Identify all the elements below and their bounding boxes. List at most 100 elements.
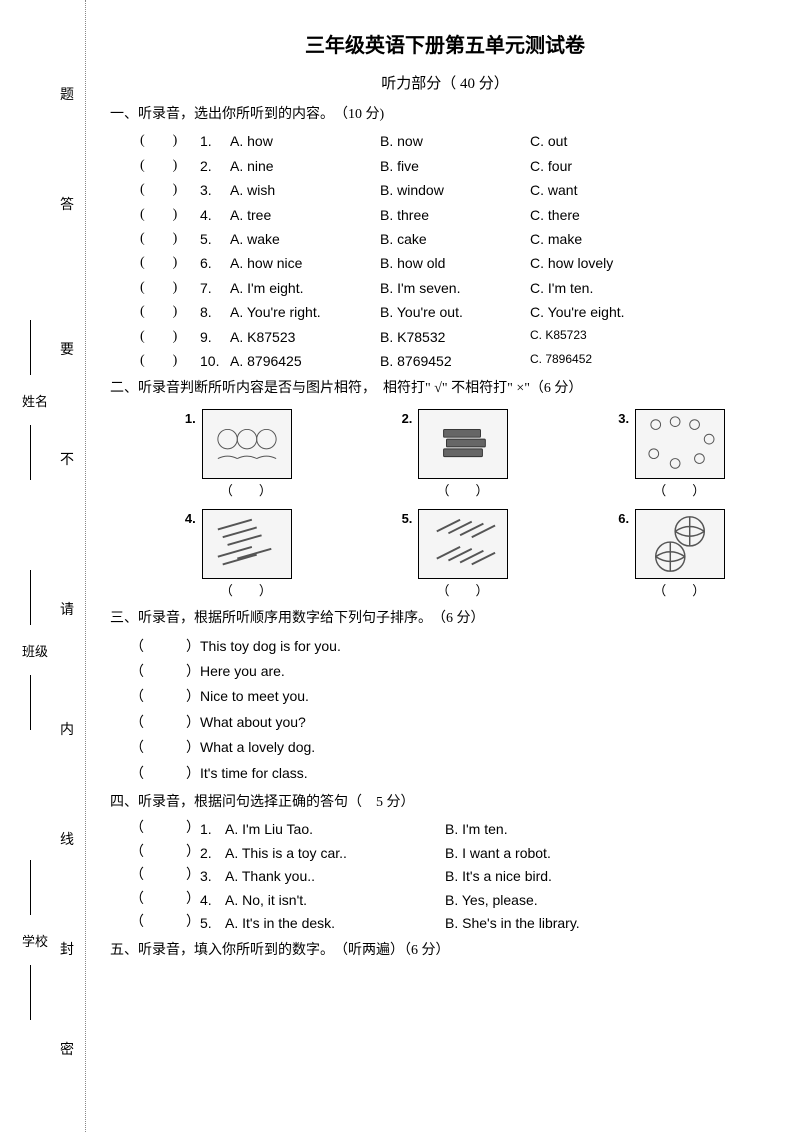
answer-paren[interactable]: （ ） xyxy=(130,818,200,840)
section4-row: （ ）4.A. No, it isn't.B. Yes, please. xyxy=(110,889,780,911)
img-num: 6. xyxy=(618,509,629,530)
option-a: A. nine xyxy=(230,155,380,177)
answer-paren[interactable]: （ ） xyxy=(130,865,200,887)
answer-paren[interactable]: （ ） xyxy=(130,687,200,709)
answer-paren[interactable]: （ ） xyxy=(130,889,200,911)
image-item: 4. （ ） xyxy=(185,509,292,602)
section4-row: （ ）5.A. It's in the desk.B. She's in the… xyxy=(110,912,780,934)
img-balls xyxy=(635,509,725,579)
sentence: What a lovely dog. xyxy=(200,739,315,755)
question-num: 9. xyxy=(200,326,230,348)
answer-paren[interactable]: （ ） xyxy=(634,481,724,502)
option-b: B. I'm seven. xyxy=(380,277,530,299)
answer-paren[interactable]: ( ) xyxy=(140,277,200,299)
question-num: 5. xyxy=(200,912,225,934)
ordering-row: （ ）It's time for class. xyxy=(110,762,780,786)
answer-paren[interactable]: （ ） xyxy=(634,581,724,602)
line-school xyxy=(30,860,31,915)
option-b: B. You're out. xyxy=(380,301,530,323)
answer-paren[interactable]: （ ） xyxy=(130,713,200,735)
section4-row: （ ）2.A. This is a toy car..B. I want a r… xyxy=(110,842,780,864)
option-b: B. three xyxy=(380,204,530,226)
question-num: 3. xyxy=(200,865,225,887)
answer-paren[interactable]: （ ） xyxy=(130,912,200,934)
char-mi: 密 xyxy=(60,1040,74,1062)
question-num: 2. xyxy=(200,155,230,177)
label-school: 学校 xyxy=(22,930,48,955)
option-b: B. It's a nice bird. xyxy=(445,865,780,887)
answer-paren[interactable]: （ ） xyxy=(201,581,291,602)
char-xian: 线 xyxy=(60,830,74,852)
question-row: ( )3.A. wishB. windowC. want xyxy=(110,179,780,201)
answer-paren[interactable]: （ ） xyxy=(130,842,200,864)
question-num: 10. xyxy=(200,350,230,372)
label-class-text: 班级 xyxy=(22,642,48,663)
question-num: 5. xyxy=(200,228,230,250)
section4-title: 四、听录音，根据问句选择正确的答句（ 5 分） xyxy=(110,792,780,814)
option-c: C. want xyxy=(530,179,780,201)
sentence: It's time for class. xyxy=(200,765,308,781)
char-yao: 要 xyxy=(60,340,74,362)
img-num: 4. xyxy=(185,509,196,530)
question-row: ( )2.A. nineB. fiveC. four xyxy=(110,155,780,177)
answer-paren[interactable]: ( ) xyxy=(140,179,200,201)
option-c: C. how lovely xyxy=(530,252,780,274)
answer-paren[interactable]: ( ) xyxy=(140,301,200,323)
ordering-row: （ ）Nice to meet you. xyxy=(110,685,780,709)
option-a: A. No, it isn't. xyxy=(225,889,445,911)
option-a: A. It's in the desk. xyxy=(225,912,445,934)
image-row-2: 4. （ ） 5. （ ） 6. （ ） xyxy=(110,509,780,602)
section4-row: （ ）1.A. I'm Liu Tao.B. I'm ten. xyxy=(110,818,780,840)
option-a: A. I'm eight. xyxy=(230,277,380,299)
question-row: ( )8.A. You're right.B. You're out.C. Yo… xyxy=(110,301,780,323)
answer-paren[interactable]: （ ） xyxy=(130,662,200,684)
img-num: 3. xyxy=(618,409,629,430)
question-num: 4. xyxy=(200,204,230,226)
option-c: C. four xyxy=(530,155,780,177)
line-name xyxy=(30,320,31,375)
exam-title: 三年级英语下册第五单元测试卷 xyxy=(110,30,780,62)
answer-paren[interactable]: （ ） xyxy=(418,481,508,502)
answer-paren[interactable]: ( ) xyxy=(140,326,200,348)
section4-row: （ ）3.A. Thank you..B. It's a nice bird. xyxy=(110,865,780,887)
char-qing: 请 xyxy=(60,600,74,622)
option-c: C. I'm ten. xyxy=(530,277,780,299)
option-b: B. cake xyxy=(380,228,530,250)
line-class2 xyxy=(30,675,31,730)
question-row: ( )4.A. treeB. threeC. there xyxy=(110,204,780,226)
option-a: A. 8796425 xyxy=(230,350,380,372)
ordering-row: （ ）What about you? xyxy=(110,711,780,735)
image-item: 1. （ ） xyxy=(185,409,292,502)
img-books xyxy=(418,409,508,479)
img-num: 1. xyxy=(185,409,196,430)
answer-paren[interactable]: ( ) xyxy=(140,228,200,250)
answer-paren[interactable]: （ ） xyxy=(418,581,508,602)
line-name2 xyxy=(30,425,31,480)
img-cats xyxy=(202,409,292,479)
question-row: ( )7.A. I'm eight.B. I'm seven.C. I'm te… xyxy=(110,277,780,299)
answer-paren[interactable]: （ ） xyxy=(130,637,200,659)
answer-paren[interactable]: ( ) xyxy=(140,204,200,226)
char-nei: 内 xyxy=(60,720,74,742)
question-row: ( )6.A. how niceB. how oldC. how lovely xyxy=(110,252,780,274)
answer-paren[interactable]: （ ） xyxy=(130,738,200,760)
img-num: 5. xyxy=(402,509,413,530)
section3-title: 三、听录音，根据所听顺序用数字给下列句子排序。 （6 分） xyxy=(110,608,780,630)
answer-paren[interactable]: （ ） xyxy=(130,764,200,786)
answer-paren[interactable]: ( ) xyxy=(140,130,200,152)
answer-paren[interactable]: ( ) xyxy=(140,350,200,372)
question-num: 4. xyxy=(200,889,225,911)
char-bu: 不 xyxy=(60,450,74,472)
option-a: A. tree xyxy=(230,204,380,226)
question-num: 6. xyxy=(200,252,230,274)
answer-paren[interactable]: （ ） xyxy=(201,481,291,502)
answer-paren[interactable]: ( ) xyxy=(140,155,200,177)
option-a: A. Thank you.. xyxy=(225,865,445,887)
option-a: A. K87523 xyxy=(230,326,380,348)
answer-paren[interactable]: ( ) xyxy=(140,252,200,274)
option-b: B. five xyxy=(380,155,530,177)
label-name-text: 姓名 xyxy=(22,392,48,413)
option-b: B. Yes, please. xyxy=(445,889,780,911)
line-school2 xyxy=(30,965,31,1020)
option-b: B. window xyxy=(380,179,530,201)
